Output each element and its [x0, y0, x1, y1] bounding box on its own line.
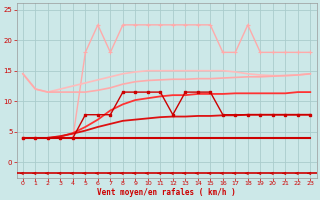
- X-axis label: Vent moyen/en rafales ( km/h ): Vent moyen/en rafales ( km/h ): [97, 188, 236, 197]
